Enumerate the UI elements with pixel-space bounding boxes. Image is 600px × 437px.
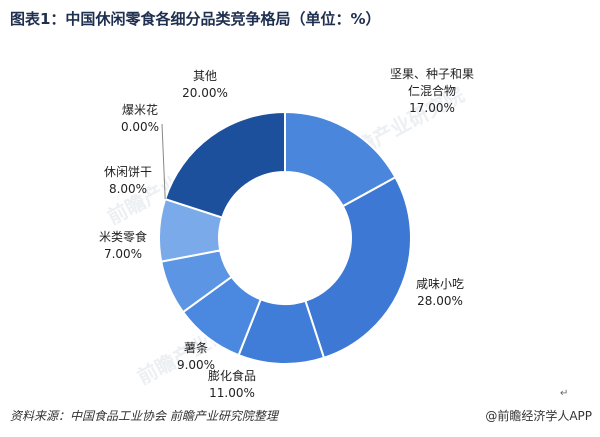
leader-line (161, 123, 166, 200)
donut-slices (158, 110, 412, 365)
slice-label-1: 咸味小吃 28.00% (416, 277, 464, 308)
slice-label-7: 其他 20.00% (182, 69, 228, 100)
source-note: 资料来源：中国食品工业协会 前瞻产业研究院整理 (10, 409, 278, 423)
slice-labels: 坚果、种子和果仁混合物 17.00% 咸味小吃 28.00% 膨化食品 11.00%薯条 9… (99, 67, 474, 400)
brand-credit: @前瞻经济学人APP (485, 409, 592, 423)
slice-1 (304, 175, 412, 360)
slice-label-3: 薯条 9.00% (177, 341, 215, 372)
slice-label-2: 膨化食品 11.00% (208, 368, 256, 400)
chart-title: 图表1：中国休闲零食各细分品类竞争格局（单位：%） (10, 10, 381, 28)
return-glyph: ↵ (560, 388, 569, 399)
slice-label-0: 坚果、种子和果仁混合物 17.00% (390, 67, 474, 115)
leader-lines (161, 123, 166, 200)
slice-7 (163, 110, 286, 219)
slice-label-4: 米类零食 7.00% (99, 229, 147, 261)
slice-label-6: 爆米花 0.00% (121, 102, 159, 134)
slice-label-5: 休闲饼干 8.00% (104, 165, 152, 196)
